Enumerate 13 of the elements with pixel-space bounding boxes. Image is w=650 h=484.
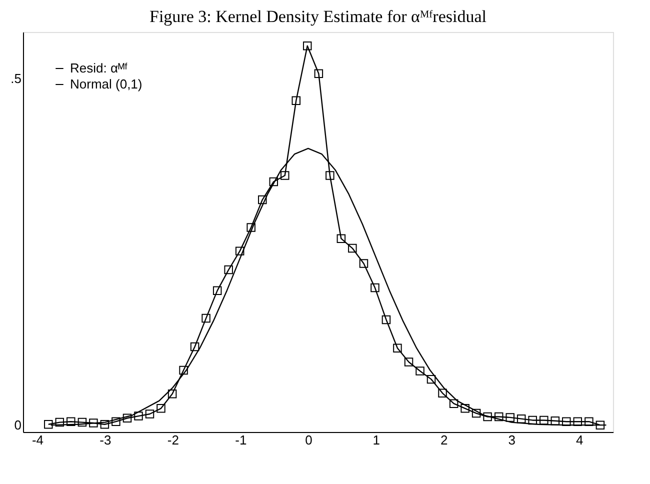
x-tick-label: 0 bbox=[305, 432, 312, 448]
x-tick-label: -3 bbox=[100, 432, 112, 448]
legend-label: Normal (0,1) bbox=[70, 76, 142, 92]
x-tick-label: 1 bbox=[372, 432, 380, 448]
x-tick-label: 3 bbox=[508, 432, 516, 448]
y-tick-label: .5 bbox=[10, 70, 22, 86]
chart-title: Figure 3: Kernel Density Estimate for αᴹᶠresidual bbox=[150, 7, 487, 26]
x-tick-label: -2 bbox=[167, 432, 179, 448]
legend-label: Resid: αᴹᶠ bbox=[70, 60, 128, 76]
x-tick-label: -4 bbox=[32, 432, 44, 448]
x-tick-label: -1 bbox=[235, 432, 247, 448]
x-tick-label: 2 bbox=[440, 432, 448, 448]
x-tick-label: 4 bbox=[576, 432, 584, 448]
